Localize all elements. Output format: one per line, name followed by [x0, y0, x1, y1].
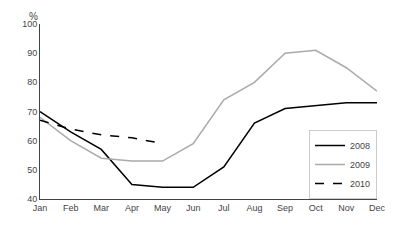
- svg-text:Jul: Jul: [218, 203, 230, 213]
- svg-text:Jan: Jan: [33, 203, 48, 213]
- svg-text:80: 80: [27, 77, 37, 87]
- svg-text:2010: 2010: [350, 179, 370, 189]
- svg-text:Jun: Jun: [186, 203, 201, 213]
- svg-text:60: 60: [27, 136, 37, 146]
- svg-text:%: %: [29, 11, 38, 22]
- svg-text:Apr: Apr: [125, 203, 139, 213]
- svg-text:50: 50: [27, 165, 37, 175]
- svg-text:Mar: Mar: [94, 203, 110, 213]
- svg-text:May: May: [154, 203, 172, 213]
- svg-text:2009: 2009: [350, 160, 370, 170]
- svg-text:Sep: Sep: [277, 203, 293, 213]
- svg-text:Dec: Dec: [369, 203, 386, 213]
- svg-text:40: 40: [27, 194, 37, 204]
- svg-text:Feb: Feb: [63, 203, 79, 213]
- svg-text:70: 70: [27, 107, 37, 117]
- svg-text:2008: 2008: [350, 141, 370, 151]
- svg-text:100: 100: [22, 19, 37, 29]
- svg-text:Oct: Oct: [309, 203, 324, 213]
- svg-text:90: 90: [27, 48, 37, 58]
- svg-text:Nov: Nov: [338, 203, 355, 213]
- svg-text:Aug: Aug: [246, 203, 262, 213]
